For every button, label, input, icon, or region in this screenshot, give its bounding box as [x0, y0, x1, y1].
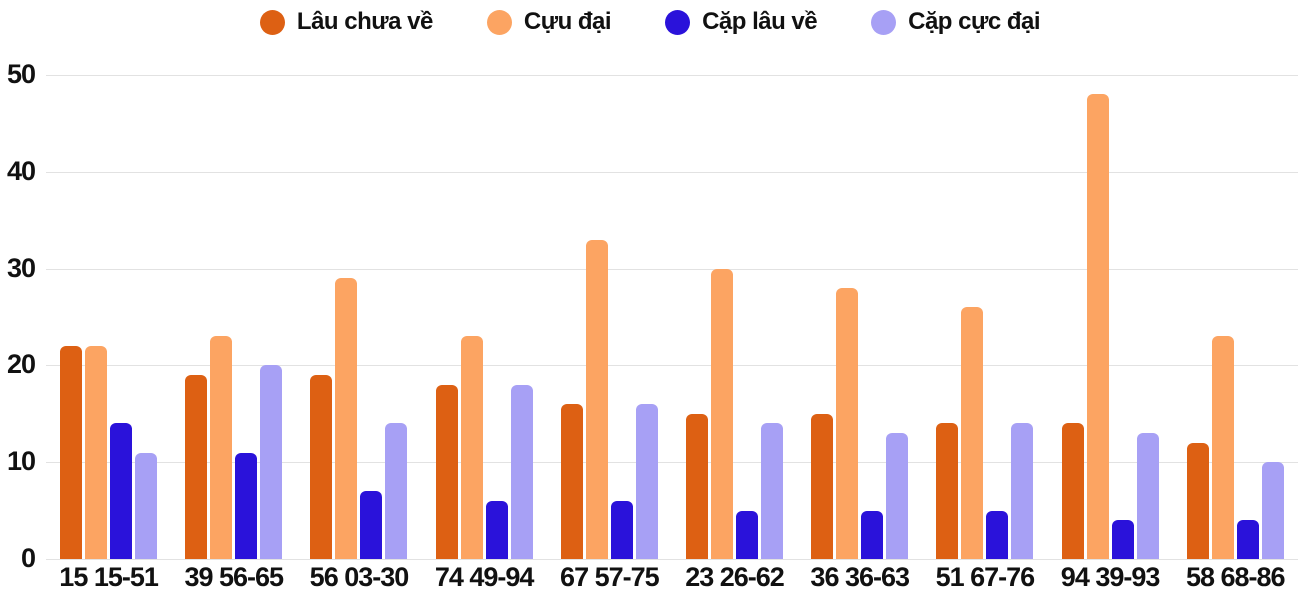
gridline [46, 75, 1298, 76]
bar [560, 404, 583, 559]
y-axis: 0 10 20 30 40 50 [0, 60, 40, 571]
bar [435, 384, 458, 559]
y-tick-label: 20 [6, 349, 36, 380]
bar [1111, 520, 1134, 559]
bar [1211, 336, 1234, 559]
category-label: 58 68-86 [1185, 562, 1286, 592]
y-tick-label: 40 [6, 155, 36, 186]
gridline [46, 462, 1298, 464]
legend-swatch-icon [665, 9, 691, 35]
bar [260, 365, 283, 559]
bar [1086, 94, 1109, 559]
legend-swatch-icon [871, 9, 897, 35]
bar-groups: 15 15-51 39 56-65 56 03-30 74 49-94 67 57-75… [46, 75, 1298, 591]
bar [1061, 423, 1084, 559]
y-tick-label: 10 [6, 446, 36, 477]
legend-label: Cặp cực đại [908, 8, 1041, 35]
legend-item-2[interactable]: Cặp lâu về [665, 8, 818, 36]
legend: Lâu chưa về Cựu đại Cặp lâu về Cặp cực đại [0, 8, 1300, 36]
bar [635, 404, 658, 559]
legend-label: Cựu đại [523, 8, 612, 35]
bar [235, 452, 258, 559]
bar-group: 15 15-51 [59, 75, 159, 591]
legend-label: Lâu chưa về [296, 8, 433, 35]
bar-group: 56 03-30 [310, 75, 409, 591]
bar [585, 239, 608, 559]
bar [986, 510, 1009, 559]
category-label: 67 57-75 [560, 562, 660, 592]
bar [736, 510, 759, 559]
bar [185, 375, 208, 559]
y-tick-label: 0 [20, 542, 36, 573]
legend-label: Cặp lâu về [702, 8, 818, 35]
legend-item-0[interactable]: Lâu chưa về [259, 8, 433, 36]
bar-group: 23 26-62 [685, 75, 785, 591]
bar-group: 36 36-63 [810, 75, 910, 591]
bar [936, 423, 959, 559]
bar [886, 433, 909, 559]
bar [485, 500, 508, 559]
bar-group: 39 56-65 [184, 75, 284, 591]
category-label: 56 03-30 [309, 562, 410, 592]
bar [310, 375, 333, 559]
bar-group: 58 68-86 [1186, 75, 1286, 591]
category-label: 74 49-94 [434, 562, 535, 592]
bar [210, 336, 233, 559]
bar [836, 287, 859, 559]
legend-swatch-icon [259, 9, 285, 35]
bar [1261, 462, 1284, 559]
bar [1186, 442, 1209, 559]
bar [1136, 433, 1159, 559]
gridline [46, 559, 1298, 560]
bar [510, 384, 533, 559]
bar [110, 423, 133, 559]
bar-group: 51 67-76 [936, 75, 1035, 591]
category-label: 23 26-62 [685, 562, 785, 592]
bar [360, 491, 383, 559]
bar [335, 278, 358, 559]
y-tick-label: 30 [6, 252, 36, 283]
bar [961, 307, 984, 559]
bar-group: 67 57-75 [560, 75, 660, 591]
bar [85, 346, 108, 559]
bar [686, 413, 709, 559]
category-label: 15 15-51 [59, 562, 159, 592]
gridline [46, 365, 1298, 367]
bar [460, 336, 483, 559]
category-label: 51 67-76 [935, 562, 1036, 592]
category-label: 39 56-65 [184, 562, 284, 592]
bar [1236, 520, 1259, 559]
bar [385, 423, 408, 559]
bar [135, 452, 158, 559]
bar-group: 94 39-93 [1061, 75, 1160, 591]
bar [610, 500, 633, 559]
legend-item-3[interactable]: Cặp cực đại [871, 8, 1041, 36]
gridline [46, 268, 1298, 270]
bar [1011, 423, 1034, 559]
category-label: 36 36-63 [810, 562, 910, 592]
bar [761, 423, 784, 559]
bar-group: 74 49-94 [435, 75, 534, 591]
legend-swatch-icon [486, 9, 512, 35]
gridline [46, 171, 1298, 173]
bar [60, 346, 83, 559]
y-tick-label: 50 [6, 58, 36, 89]
plot-area: 15 15-51 39 56-65 56 03-30 74 49-94 67 57-75… [46, 75, 1298, 591]
bar [861, 510, 884, 559]
bar [811, 413, 834, 559]
legend-item-1[interactable]: Cựu đại [486, 8, 612, 36]
bar [711, 268, 734, 559]
category-label: 94 39-93 [1060, 562, 1161, 592]
